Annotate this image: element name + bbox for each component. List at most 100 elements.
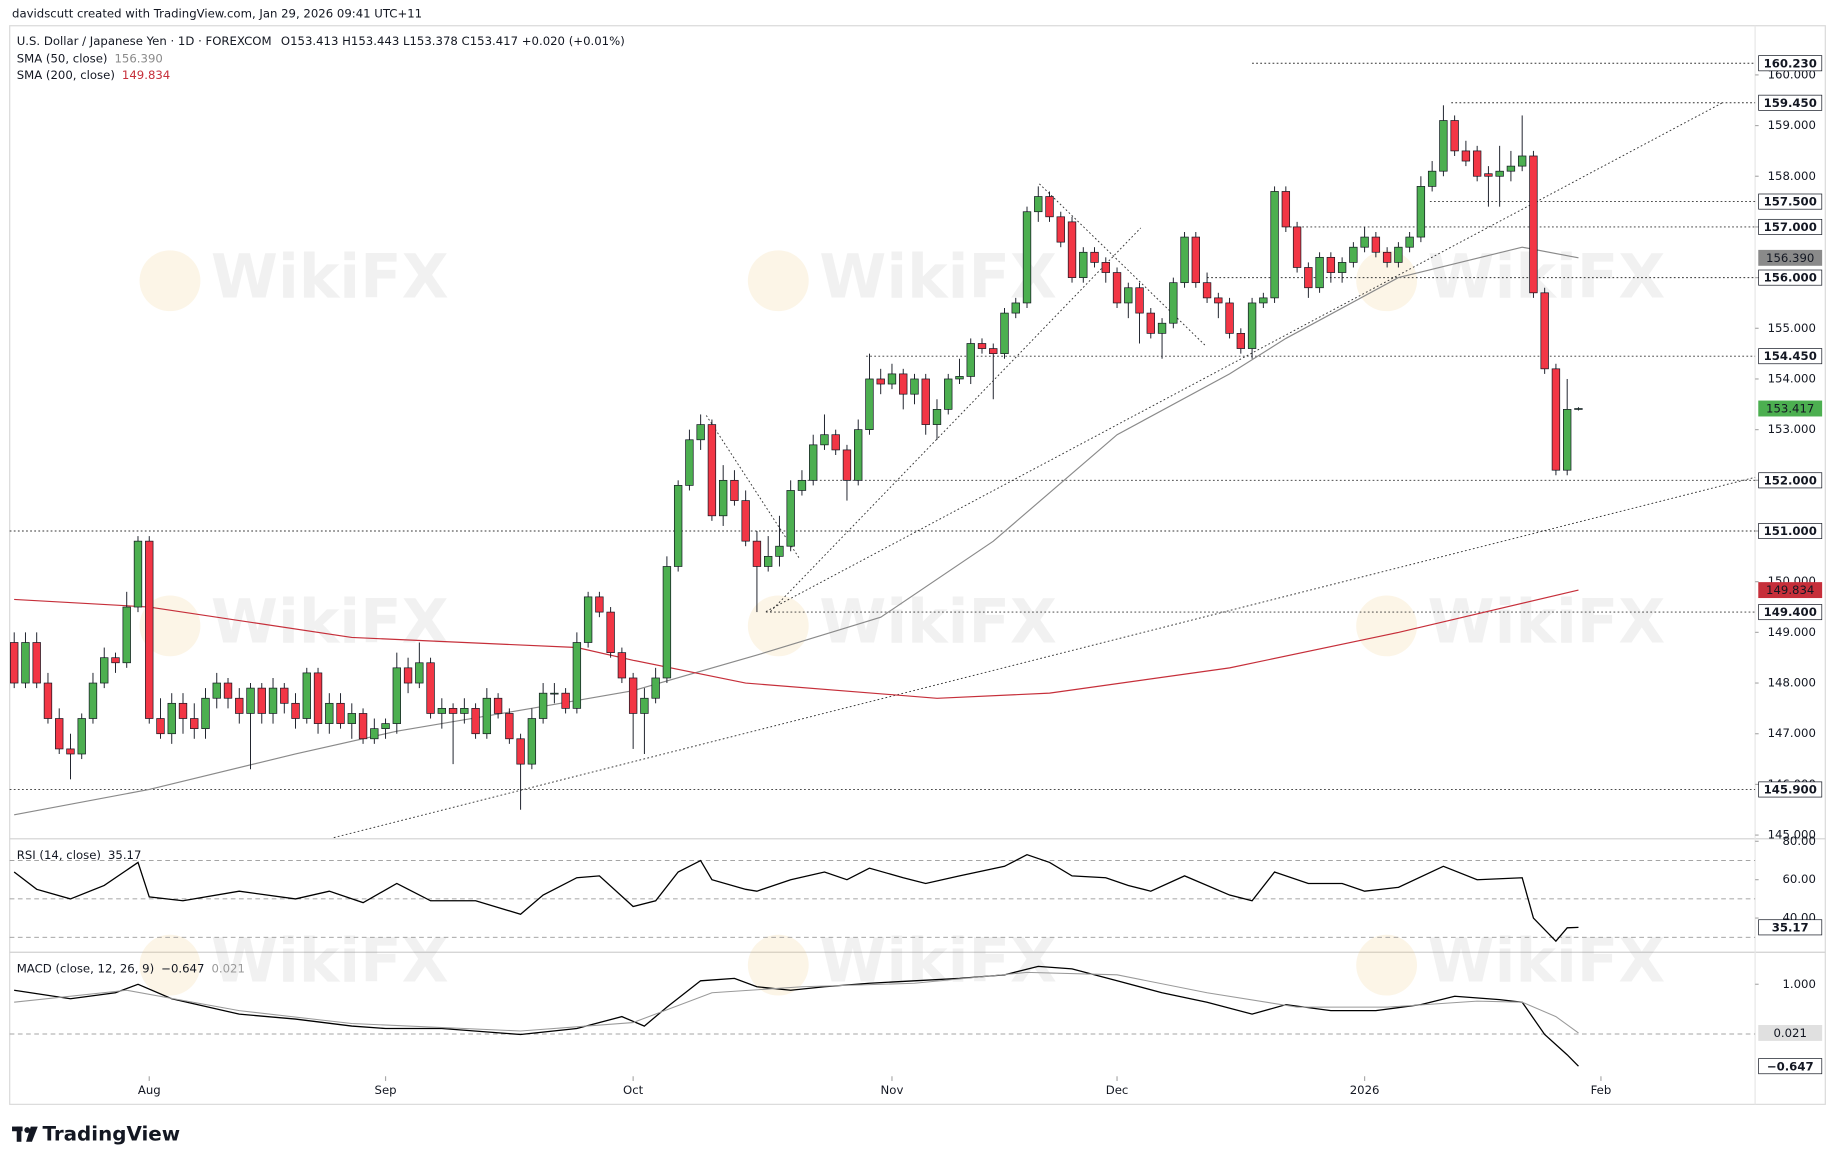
candle-body — [426, 662, 435, 714]
footer-logo: TradingView — [12, 1122, 180, 1145]
price-label-box — [1758, 582, 1823, 599]
candle-body — [887, 373, 897, 385]
candle-body — [1247, 302, 1257, 349]
legend-value: 149.834 — [122, 67, 170, 81]
watermark-logo — [747, 595, 809, 657]
candle-body — [1281, 191, 1291, 228]
candle-body — [617, 652, 627, 679]
price-label: 156.390 — [1766, 251, 1814, 265]
candle-body — [111, 657, 120, 664]
candle-body — [1079, 251, 1088, 278]
candle-body — [764, 555, 773, 567]
candle-body — [437, 708, 447, 714]
sma-line — [14, 246, 1579, 816]
indicator-line — [13, 853, 1579, 943]
price-label-box — [1758, 348, 1823, 365]
trend-line — [333, 476, 1756, 839]
price-label: 149.400 — [1764, 605, 1817, 619]
price-label-box — [1758, 55, 1823, 72]
logo-shape — [16, 1126, 22, 1142]
candle-body — [1090, 251, 1099, 263]
y-tick-label: 148.000 — [1768, 676, 1816, 690]
candle-body — [1135, 287, 1144, 314]
candle-body — [527, 718, 537, 765]
candle-body — [842, 449, 852, 481]
candle-body — [1270, 191, 1279, 299]
candle-body — [752, 540, 762, 567]
candle-body — [133, 540, 143, 608]
candle-body — [358, 713, 368, 740]
x-tick-label: Dec — [1106, 1083, 1129, 1097]
price-label: 35.17 — [1772, 920, 1809, 934]
y-tick-label: 154.000 — [1768, 371, 1816, 385]
y-tick-label: 155.000 — [1768, 321, 1816, 335]
trend-line — [765, 102, 1723, 612]
watermark: WikiFX — [211, 242, 449, 312]
candle-body — [606, 611, 615, 653]
candle-body — [640, 697, 649, 714]
price-label-box — [1758, 400, 1823, 417]
candle-body — [651, 677, 660, 699]
watermark-logo — [139, 595, 201, 657]
candle-body — [1315, 256, 1324, 289]
y-tick-label: 159.000 — [1768, 118, 1816, 132]
x-tick-label: Feb — [1591, 1083, 1612, 1097]
price-label-box — [1758, 919, 1823, 936]
candle-body — [1506, 165, 1516, 172]
candle-body — [1405, 236, 1414, 248]
quote: O153.413 H153.443 L153.378 C153.417 +0.0… — [281, 33, 625, 47]
candle-body — [1416, 186, 1426, 238]
price-label-box — [1758, 472, 1823, 489]
candle-body — [876, 378, 885, 385]
watermark-logo — [1356, 934, 1418, 996]
y-tick-label: 147.000 — [1768, 726, 1816, 740]
price-label-box — [1758, 1058, 1823, 1075]
price-label-box — [1758, 781, 1823, 798]
candle-body — [1371, 236, 1381, 253]
candle-body — [583, 596, 593, 643]
candle-body — [899, 373, 908, 395]
candle-body — [291, 702, 300, 719]
legend-name: SMA (50, close) — [17, 51, 108, 65]
trend-line — [770, 227, 1142, 612]
candle-body — [932, 409, 942, 425]
frame — [9, 25, 1826, 1105]
logo-shape — [24, 1127, 31, 1133]
candle-body — [347, 713, 356, 724]
watermark-logo — [139, 250, 201, 312]
candle-body — [1427, 170, 1437, 187]
candle-body — [268, 687, 278, 714]
candle-body — [223, 682, 233, 699]
legend-name: SMA (200, close) — [17, 67, 115, 81]
candle-body — [66, 748, 75, 755]
brand: TradingView — [42, 1122, 180, 1145]
candle-body — [955, 376, 964, 380]
candle-body — [944, 378, 953, 410]
candle-body — [1259, 297, 1268, 304]
candle-body — [1112, 272, 1122, 304]
macd-legend: MACD (close, 12, 26, 9) −0.647 0.021 — [17, 961, 245, 975]
candle-body — [190, 718, 199, 730]
candle-body — [448, 708, 458, 714]
y-tick-label: 153.000 — [1768, 422, 1816, 436]
rsi-legend: RSI (14, close) 35.17 — [17, 848, 142, 862]
candle-body — [325, 702, 334, 724]
candle-body — [1326, 256, 1336, 273]
legend-value: −0.647 — [161, 961, 204, 975]
candle-body — [1461, 150, 1471, 162]
candle-body — [786, 490, 795, 547]
watermark: WikiFX — [1428, 587, 1666, 657]
candle-body — [1551, 368, 1561, 471]
watermark: WikiFX — [819, 242, 1057, 312]
candle-body — [55, 718, 64, 750]
logo-shape — [26, 1126, 38, 1142]
watermarks: WikiFX WikiFX WikiFX WikiFX WikiFX WikiFX Wiki… — [139, 242, 1666, 997]
candle-body — [43, 682, 53, 719]
candle-body — [1067, 221, 1077, 278]
candle-body — [178, 702, 188, 719]
candle-body — [336, 702, 345, 724]
candle-body — [21, 642, 30, 684]
candle-body — [88, 682, 98, 719]
price-label: 145.900 — [1764, 783, 1817, 797]
candle-body — [1225, 302, 1234, 334]
